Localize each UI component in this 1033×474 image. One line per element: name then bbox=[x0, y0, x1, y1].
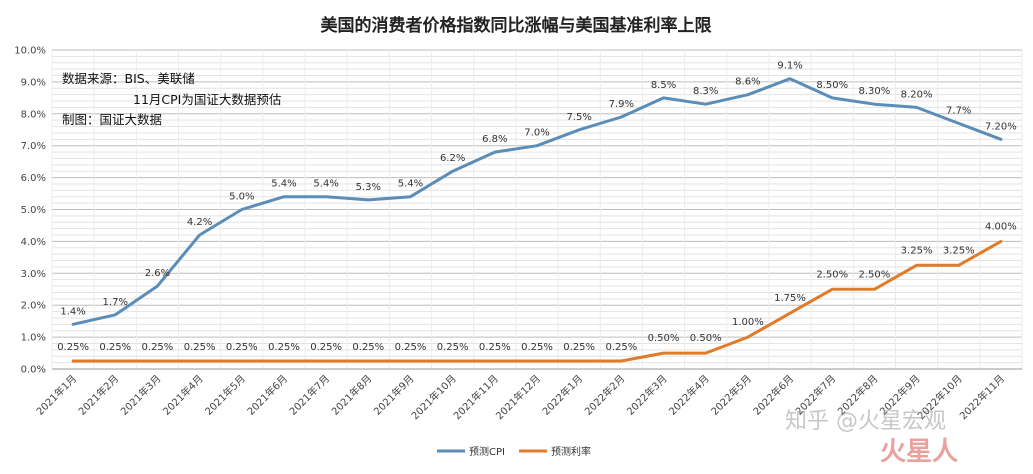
rate-data-label: 0.25% bbox=[521, 342, 553, 353]
cpi-data-label: 5.0% bbox=[229, 192, 254, 203]
y-tick-label: 3.0% bbox=[21, 269, 46, 280]
y-tick-label: 1.0% bbox=[21, 333, 46, 344]
chart-title: 美国的消费者价格指数同比涨幅与美国基准利率上限 bbox=[321, 15, 712, 36]
rate-data-label: 3.25% bbox=[901, 245, 933, 256]
watermark-text: 知乎 @火星宏观 bbox=[785, 409, 946, 434]
cpi-data-label: 8.20% bbox=[901, 89, 933, 100]
data-labels: 1.4% 1.7% 2.6% 4.2% 5.0% 5.4% 5.4% 5.3% 5.4% 6.2%… bbox=[57, 61, 1017, 353]
x-tick-label: 2021年7月 bbox=[286, 372, 332, 418]
y-tick-label: 5.0% bbox=[21, 205, 46, 216]
rate-data-label: 0.50% bbox=[690, 333, 722, 344]
legend: 预测CPI 预测利率 bbox=[437, 445, 591, 458]
cpi-data-label: 7.20% bbox=[985, 121, 1017, 132]
y-axis-ticks: 0.0% 1.0% 2.0% 3.0% 4.0% 5.0% 6.0% 7.0% 8.0% 9.0%… bbox=[14, 46, 46, 376]
legend-label-rate: 预测利率 bbox=[551, 445, 591, 458]
cpi-data-label: 8.5% bbox=[651, 80, 676, 91]
rate-data-label: 0.25% bbox=[563, 342, 595, 353]
x-tick-label: 2021年12月 bbox=[493, 372, 543, 422]
annotation-estimate: 11月CPI为国证大数据预估 bbox=[133, 92, 281, 107]
rate-data-label: 0.25% bbox=[437, 342, 469, 353]
annotation-maker: 制图：国证大数据 bbox=[62, 112, 162, 127]
x-tick-label: 2021年6月 bbox=[244, 372, 290, 418]
y-tick-label: 0.0% bbox=[21, 365, 46, 376]
rate-data-label: 2.50% bbox=[859, 269, 891, 280]
cpi-data-label: 7.0% bbox=[524, 128, 549, 139]
cpi-data-label: 8.6% bbox=[735, 77, 760, 88]
x-tick-label: 2022年4月 bbox=[666, 372, 712, 418]
rate-data-label: 0.25% bbox=[142, 342, 174, 353]
watermark-logo-text: 火星人 bbox=[880, 437, 958, 467]
x-tick-label: 2022年5月 bbox=[708, 372, 754, 418]
rate-data-label: 1.00% bbox=[732, 317, 764, 328]
rate-data-label: 0.25% bbox=[395, 342, 427, 353]
cpi-data-label: 7.7% bbox=[946, 105, 971, 116]
cpi-data-label: 2.6% bbox=[145, 268, 170, 279]
cpi-data-label: 7.5% bbox=[566, 112, 591, 123]
rate-data-label: 0.25% bbox=[352, 342, 384, 353]
series-lines bbox=[71, 77, 1003, 363]
cpi-data-label: 4.2% bbox=[187, 217, 212, 228]
x-tick-label: 2022年1月 bbox=[539, 372, 585, 418]
x-tick-label: 2022年2月 bbox=[582, 372, 628, 418]
cpi-data-label: 8.50% bbox=[816, 80, 848, 91]
cpi-data-label: 5.4% bbox=[271, 179, 296, 190]
x-tick-label: 2022年11月 bbox=[957, 372, 1007, 422]
x-tick-label: 2021年3月 bbox=[118, 372, 164, 418]
rate-data-label: 0.25% bbox=[268, 342, 300, 353]
legend-label-cpi: 预测CPI bbox=[469, 445, 505, 458]
rate-data-label: 0.25% bbox=[479, 342, 511, 353]
y-tick-label: 8.0% bbox=[21, 109, 46, 120]
cpi-data-label: 5.4% bbox=[398, 179, 423, 190]
rate-data-label: 4.00% bbox=[985, 221, 1017, 232]
x-tick-label: 2021年8月 bbox=[329, 372, 375, 418]
y-tick-label: 9.0% bbox=[21, 77, 46, 88]
rate-data-label: 0.25% bbox=[99, 342, 131, 353]
watermark: 知乎 @火星宏观 火星人 bbox=[785, 409, 958, 467]
x-tick-label: 2022年3月 bbox=[624, 372, 670, 418]
rate-data-label: 1.75% bbox=[774, 293, 806, 304]
y-tick-label: 2.0% bbox=[21, 301, 46, 312]
rate-data-label: 0.25% bbox=[57, 342, 89, 353]
cpi-data-label: 6.8% bbox=[482, 134, 507, 145]
y-tick-label: 4.0% bbox=[21, 237, 46, 248]
rate-data-label: 0.25% bbox=[310, 342, 342, 353]
rate-data-label: 0.25% bbox=[605, 342, 637, 353]
y-tick-label: 7.0% bbox=[21, 141, 46, 152]
annotation-source: 数据来源：BIS、美联储 bbox=[62, 71, 195, 86]
x-tick-label: 2021年9月 bbox=[371, 372, 417, 418]
x-tick-label: 2021年4月 bbox=[160, 372, 206, 418]
y-tick-label: 10.0% bbox=[14, 46, 46, 57]
rate-data-label: 3.25% bbox=[943, 245, 975, 256]
cpi-data-label: 1.7% bbox=[103, 297, 128, 308]
x-tick-label: 2021年5月 bbox=[202, 372, 248, 418]
cpi-data-label: 8.30% bbox=[859, 86, 891, 97]
cpi-data-label: 5.3% bbox=[356, 182, 381, 193]
series-line-cpi bbox=[71, 77, 1003, 326]
y-tick-label: 6.0% bbox=[21, 173, 46, 184]
rate-data-label: 0.25% bbox=[184, 342, 216, 353]
rate-data-label: 0.50% bbox=[648, 333, 680, 344]
cpi-data-label: 6.2% bbox=[440, 153, 465, 164]
series-line-rate bbox=[71, 239, 1003, 363]
cpi-data-label: 7.9% bbox=[609, 99, 634, 110]
gridlines bbox=[51, 49, 1023, 370]
cpi-data-label: 9.1% bbox=[777, 61, 802, 72]
cpi-data-label: 5.4% bbox=[313, 179, 338, 190]
cpi-data-label: 1.4% bbox=[60, 306, 85, 317]
x-tick-label: 2021年1月 bbox=[33, 372, 79, 418]
x-tick-label: 2021年2月 bbox=[76, 372, 122, 418]
rate-data-label: 0.25% bbox=[226, 342, 258, 353]
cpi-data-label: 8.3% bbox=[693, 86, 718, 97]
rate-data-label: 2.50% bbox=[816, 269, 848, 280]
